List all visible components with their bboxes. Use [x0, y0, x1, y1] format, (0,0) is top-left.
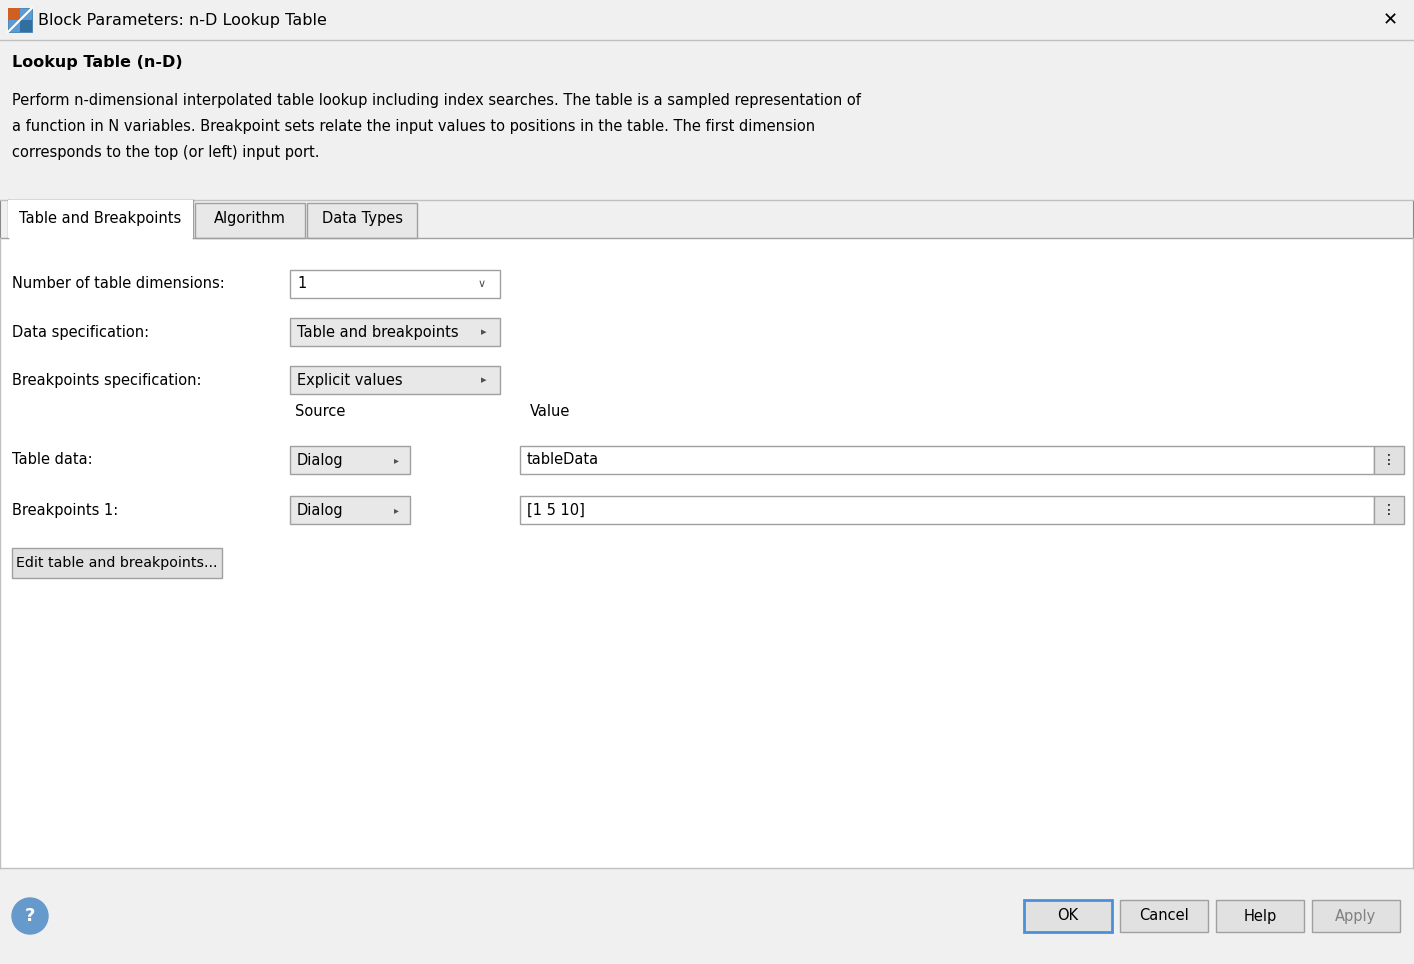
Text: corresponds to the top (or left) input port.: corresponds to the top (or left) input p…: [11, 145, 320, 159]
Bar: [1374, 496, 1404, 524]
Text: Edit table and breakpoints...: Edit table and breakpoints...: [16, 556, 218, 570]
Bar: [8, 8, 33, 32]
Text: ✕: ✕: [1383, 11, 1397, 29]
Text: ∨: ∨: [478, 279, 486, 289]
Text: ?: ?: [25, 907, 35, 925]
Bar: [290, 366, 501, 394]
Text: ▸: ▸: [393, 455, 399, 465]
Text: Explicit values: Explicit values: [297, 372, 403, 388]
Bar: [290, 270, 501, 298]
Text: Lookup Table (n-D): Lookup Table (n-D): [11, 56, 182, 70]
Text: Cancel: Cancel: [1140, 908, 1189, 924]
Bar: [8, 200, 192, 238]
Text: Value: Value: [530, 405, 570, 419]
Text: Breakpoints 1:: Breakpoints 1:: [11, 502, 119, 518]
Bar: [290, 496, 410, 524]
Circle shape: [11, 898, 48, 934]
Text: Table and Breakpoints: Table and Breakpoints: [20, 211, 181, 227]
Text: [1 5 10]: [1 5 10]: [527, 502, 585, 518]
Text: ▸: ▸: [481, 327, 486, 337]
Text: ▸: ▸: [393, 505, 399, 515]
Text: Table data:: Table data:: [11, 452, 93, 468]
Bar: [1024, 900, 1111, 932]
Text: Source: Source: [296, 405, 345, 419]
Bar: [290, 318, 501, 346]
Text: Help: Help: [1243, 908, 1277, 924]
Bar: [0, 40, 1414, 200]
Bar: [11, 548, 222, 578]
Text: 1: 1: [297, 277, 307, 291]
Text: a function in N variables. Breakpoint sets relate the input values to positions : a function in N variables. Breakpoint se…: [11, 119, 814, 133]
Bar: [1120, 900, 1208, 932]
Bar: [195, 203, 305, 238]
Bar: [0, 868, 1414, 964]
Text: Breakpoints specification:: Breakpoints specification:: [11, 372, 202, 388]
Bar: [0, 0, 1414, 40]
Text: Data Types: Data Types: [321, 211, 403, 227]
Text: Table and breakpoints: Table and breakpoints: [297, 325, 458, 339]
Bar: [520, 446, 1374, 474]
Bar: [1216, 900, 1304, 932]
Bar: [1312, 900, 1400, 932]
Bar: [8, 8, 20, 20]
Text: tableData: tableData: [527, 452, 600, 468]
Text: Apply: Apply: [1335, 908, 1377, 924]
Text: Algorithm: Algorithm: [214, 211, 286, 227]
Text: Number of table dimensions:: Number of table dimensions:: [11, 277, 225, 291]
Text: Dialog: Dialog: [297, 452, 344, 468]
Text: OK: OK: [1058, 908, 1079, 924]
Bar: [20, 20, 33, 32]
Text: ▸: ▸: [481, 375, 486, 385]
Text: ⋮: ⋮: [1381, 453, 1396, 467]
Text: Perform n-dimensional interpolated table lookup including index searches. The ta: Perform n-dimensional interpolated table…: [11, 93, 861, 108]
Text: Block Parameters: n-D Lookup Table: Block Parameters: n-D Lookup Table: [38, 13, 327, 28]
Text: ⋮: ⋮: [1381, 503, 1396, 517]
Bar: [290, 446, 410, 474]
Bar: [0, 238, 1414, 868]
Bar: [520, 496, 1374, 524]
Text: Data specification:: Data specification:: [11, 325, 148, 339]
Text: Dialog: Dialog: [297, 502, 344, 518]
Bar: [307, 203, 417, 238]
Bar: [1374, 446, 1404, 474]
